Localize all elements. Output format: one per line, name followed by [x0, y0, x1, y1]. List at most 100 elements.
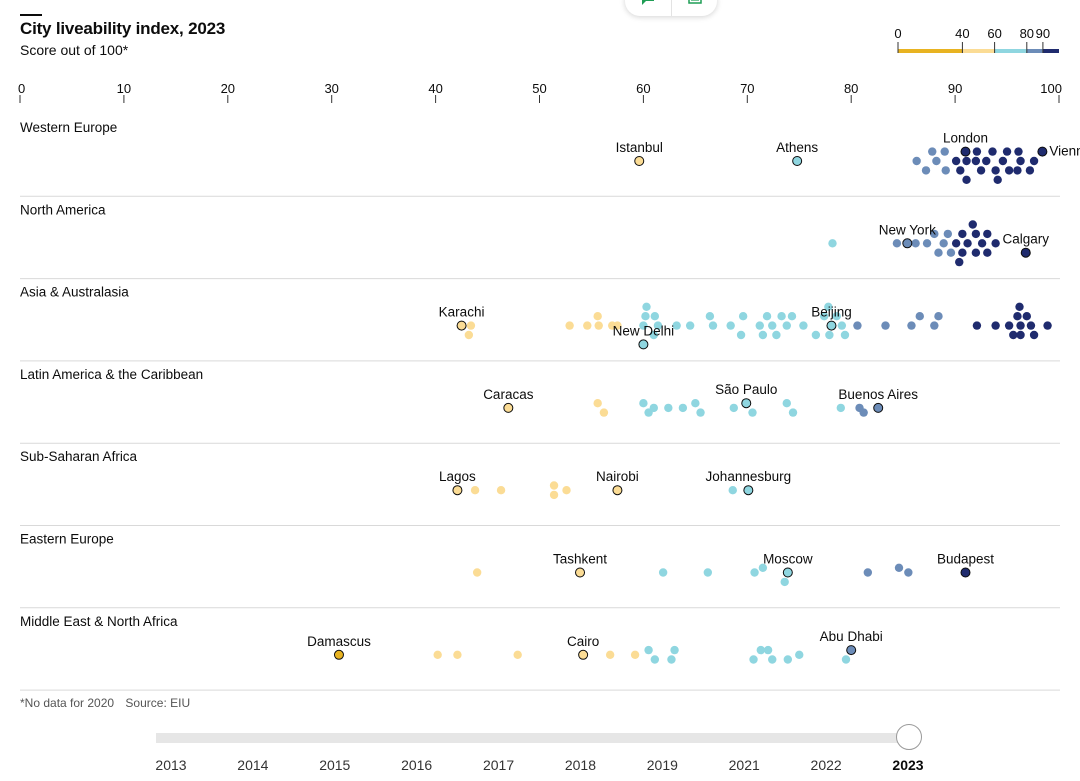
- x-tick-label: 80: [844, 81, 858, 96]
- city-dot: [788, 408, 798, 417]
- year-option-2017[interactable]: 2017: [482, 757, 515, 773]
- city-label: Beijing: [811, 305, 852, 320]
- x-tick-label: 20: [221, 81, 235, 96]
- region-row: Eastern Europe Tashkent Moscow Budapest: [20, 532, 1060, 609]
- city-dot: [639, 321, 648, 330]
- highlighted-city-dot: [960, 146, 971, 157]
- region-label: Eastern Europe: [20, 532, 114, 547]
- city-dot: [748, 408, 757, 417]
- city-dot: [756, 645, 766, 655]
- footnote-source: Source: EIU: [125, 696, 191, 710]
- city-dot: [768, 321, 777, 330]
- legend-tick-label: 40: [955, 26, 969, 41]
- highlighted-city-dot: [792, 156, 803, 166]
- city-dot: [841, 655, 851, 664]
- year-option-2013[interactable]: 2013: [155, 757, 187, 773]
- highlighted-city-dot: [503, 402, 514, 413]
- year-option-2018[interactable]: 2018: [564, 757, 597, 773]
- city-dot: [650, 312, 660, 321]
- city-dot: [971, 156, 981, 166]
- city-dot: [962, 156, 971, 166]
- city-dot: [930, 229, 939, 239]
- city-label: Abu Dhabi: [820, 629, 883, 644]
- city-dot: [433, 650, 442, 659]
- city-dot: [1029, 330, 1039, 340]
- city-label: Tashkent: [553, 552, 607, 567]
- city-dot: [962, 175, 971, 184]
- city-dot: [696, 408, 705, 417]
- year-slider-handle[interactable]: [896, 724, 922, 750]
- city-label: Karachi: [439, 305, 485, 320]
- x-tick-label: 100: [1040, 81, 1062, 96]
- city-dot: [983, 248, 992, 257]
- city-dot: [963, 239, 972, 248]
- title-accent-rule: [20, 14, 42, 16]
- city-dot: [763, 645, 773, 655]
- city-dot: [1026, 321, 1036, 330]
- city-label: Moscow: [763, 552, 813, 567]
- city-dot: [982, 156, 991, 166]
- city-dot: [1013, 312, 1022, 321]
- city-dot: [728, 486, 737, 495]
- year-option-2023[interactable]: 2023: [892, 757, 924, 773]
- city-label: Nairobi: [596, 469, 639, 484]
- city-dot: [941, 166, 950, 175]
- year-option-2021[interactable]: 2021: [728, 757, 760, 773]
- city-dot: [972, 321, 982, 330]
- city-dot: [983, 229, 992, 239]
- highlighted-city-dot: [743, 485, 754, 496]
- legend-band-2: [994, 49, 1027, 53]
- city-dot: [653, 321, 663, 330]
- region-row: North America New York Calgary: [20, 202, 1060, 280]
- city-dot: [641, 312, 650, 321]
- city-dot: [613, 321, 622, 330]
- city-dot: [1002, 147, 1012, 156]
- year-option-2015[interactable]: 2015: [319, 757, 351, 773]
- highlighted-city-dot: [1020, 247, 1031, 258]
- city-dot: [705, 312, 715, 321]
- city-dot: [922, 239, 932, 248]
- x-tick-label: 10: [117, 81, 131, 96]
- city-dot: [1016, 321, 1025, 330]
- year-option-2016[interactable]: 2016: [401, 757, 433, 773]
- highlighted-city-dot: [782, 567, 793, 578]
- city-dot: [836, 403, 846, 413]
- city-label: New Delhi: [613, 323, 675, 338]
- city-dot: [755, 321, 764, 330]
- highlighted-city-dot: [452, 485, 463, 496]
- city-dot: [1025, 166, 1035, 175]
- city-dot: [670, 645, 679, 655]
- city-dot: [1043, 321, 1052, 330]
- x-tick-label: 30: [324, 81, 338, 96]
- highlighted-city-dot: [612, 485, 623, 496]
- city-dot: [762, 312, 772, 321]
- year-option-2014[interactable]: 2014: [237, 757, 269, 773]
- legend-band-4: [1042, 49, 1059, 53]
- city-dot: [639, 399, 648, 408]
- highlighted-city-dot: [638, 339, 649, 350]
- city-label: Calgary: [1002, 232, 1049, 247]
- legend-band-3: [1026, 49, 1043, 53]
- x-tick-label: 60: [636, 81, 650, 96]
- city-dot: [971, 248, 981, 257]
- city-label: Caracas: [483, 387, 534, 402]
- city-dot: [594, 321, 603, 330]
- document-button[interactable]: [671, 0, 718, 16]
- city-label: Budapest: [937, 552, 994, 567]
- region-label: Sub-Saharan Africa: [20, 449, 138, 464]
- highlighted-city-dot: [902, 238, 913, 249]
- x-tick-label: 90: [948, 81, 962, 96]
- year-slider-track[interactable]: [156, 733, 908, 743]
- city-label: São Paulo: [715, 382, 777, 397]
- city-dot: [664, 403, 673, 413]
- year-option-2019[interactable]: 2019: [646, 757, 678, 773]
- city-dot: [976, 166, 986, 175]
- highlighted-city-dot: [826, 320, 837, 331]
- year-option-2022[interactable]: 2022: [810, 757, 842, 773]
- city-dot: [1009, 330, 1018, 340]
- city-dot: [940, 147, 949, 156]
- region-row: Sub-Saharan Africa Lagos Nairobi Johannesbu…: [20, 449, 1060, 526]
- city-dot: [758, 563, 768, 572]
- chat-button[interactable]: [625, 0, 671, 16]
- floating-toolbar: [625, 0, 717, 16]
